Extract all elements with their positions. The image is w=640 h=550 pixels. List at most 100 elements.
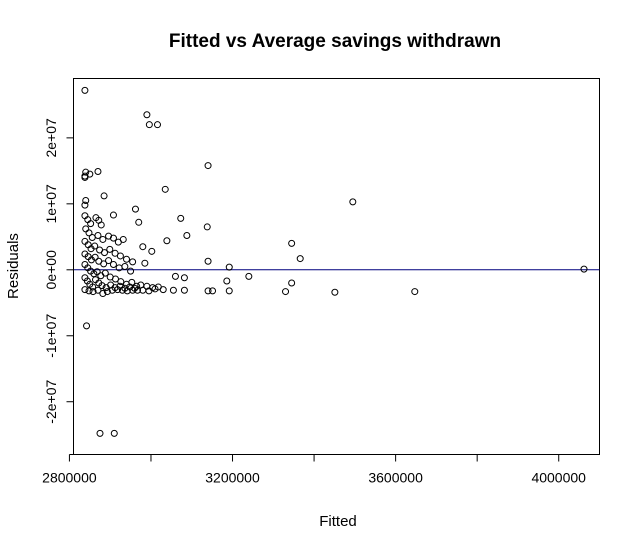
data-point <box>126 283 134 291</box>
data-point <box>87 220 95 228</box>
x-tick-label: 4000000 <box>531 470 586 486</box>
data-point <box>111 275 119 283</box>
data-point <box>183 231 191 239</box>
data-point <box>139 243 147 251</box>
data-point <box>580 265 588 273</box>
data-point <box>88 233 96 241</box>
data-point <box>282 288 290 296</box>
data-point <box>204 257 212 265</box>
x-axis-label: Fitted <box>319 513 357 530</box>
data-point <box>331 288 339 296</box>
y-tick-label: 0e+00 <box>43 250 59 290</box>
data-point <box>131 205 139 213</box>
data-point <box>131 284 139 292</box>
data-point <box>98 282 106 290</box>
data-point <box>97 272 105 280</box>
y-tick-label: -1e+07 <box>43 314 59 358</box>
x-tick-label: 3600000 <box>368 470 423 486</box>
data-point <box>94 231 102 239</box>
y-tick-label: 1e+07 <box>43 184 59 224</box>
data-point <box>85 229 93 237</box>
data-point <box>82 168 90 176</box>
data-point <box>81 201 89 209</box>
data-point <box>100 192 108 200</box>
data-point <box>148 247 156 255</box>
data-point <box>119 235 127 243</box>
data-point <box>177 214 185 222</box>
data-point <box>94 168 102 176</box>
data-point <box>121 263 129 270</box>
data-point <box>137 281 145 289</box>
data-point <box>225 263 233 271</box>
data-point <box>111 249 119 257</box>
data-point <box>101 269 109 277</box>
data-point <box>133 282 141 290</box>
data-points <box>81 86 588 437</box>
data-point <box>288 239 296 247</box>
data-point <box>128 278 136 286</box>
data-point <box>154 283 162 291</box>
data-point <box>89 283 97 291</box>
data-point <box>225 287 233 295</box>
x-tick-label: 2800000 <box>42 470 97 486</box>
data-point <box>83 322 91 330</box>
y-axis-label: Residuals <box>5 233 22 299</box>
data-point <box>81 286 89 294</box>
data-point <box>109 234 117 242</box>
data-point <box>100 260 108 268</box>
data-point <box>103 288 111 296</box>
data-point <box>127 267 135 275</box>
data-point <box>107 281 115 289</box>
data-point <box>129 258 137 266</box>
data-point <box>123 255 131 263</box>
data-point <box>145 121 153 129</box>
data-point <box>111 284 119 292</box>
data-point <box>180 274 188 282</box>
data-point <box>209 287 217 295</box>
data-point <box>204 287 212 295</box>
data-point <box>110 429 118 437</box>
data-point <box>81 86 89 94</box>
data-point <box>106 245 114 253</box>
plot-frame <box>73 78 600 455</box>
data-point <box>89 288 97 296</box>
data-point <box>82 197 90 205</box>
data-point <box>91 253 99 261</box>
y-tick-label: -2e+07 <box>43 380 59 424</box>
data-point <box>135 218 143 226</box>
data-point <box>86 170 94 178</box>
data-point <box>171 272 179 280</box>
y-tick-label: 2e+07 <box>43 118 59 158</box>
data-point <box>91 242 99 250</box>
data-point <box>169 286 177 294</box>
data-point <box>245 272 253 280</box>
data-point <box>223 277 231 285</box>
data-point <box>143 111 151 119</box>
data-point <box>204 162 212 170</box>
chart-title: Fitted vs Average savings withdrawn <box>169 31 501 52</box>
data-point <box>288 279 296 287</box>
data-point <box>99 235 107 243</box>
data-point <box>93 268 101 276</box>
data-point <box>81 173 89 181</box>
data-point <box>97 221 105 229</box>
data-point <box>85 287 93 295</box>
data-point <box>117 278 125 286</box>
data-point <box>96 429 104 437</box>
data-point <box>163 237 171 245</box>
data-point <box>121 284 129 292</box>
data-point <box>153 121 161 129</box>
x-tick-label: 3200000 <box>205 470 260 486</box>
data-point <box>99 290 107 298</box>
data-point <box>180 286 188 294</box>
y-axis: -2e+07 -1e+07 0e+00 1e+07 2e+07 <box>43 118 74 424</box>
data-point <box>296 255 304 263</box>
data-point <box>141 259 149 267</box>
data-point <box>109 211 117 219</box>
data-point <box>411 288 419 296</box>
x-axis: 2800000 3200000 3600000 4000000 <box>42 454 586 486</box>
data-point <box>105 257 113 265</box>
data-point <box>161 185 169 193</box>
data-point <box>116 252 124 260</box>
